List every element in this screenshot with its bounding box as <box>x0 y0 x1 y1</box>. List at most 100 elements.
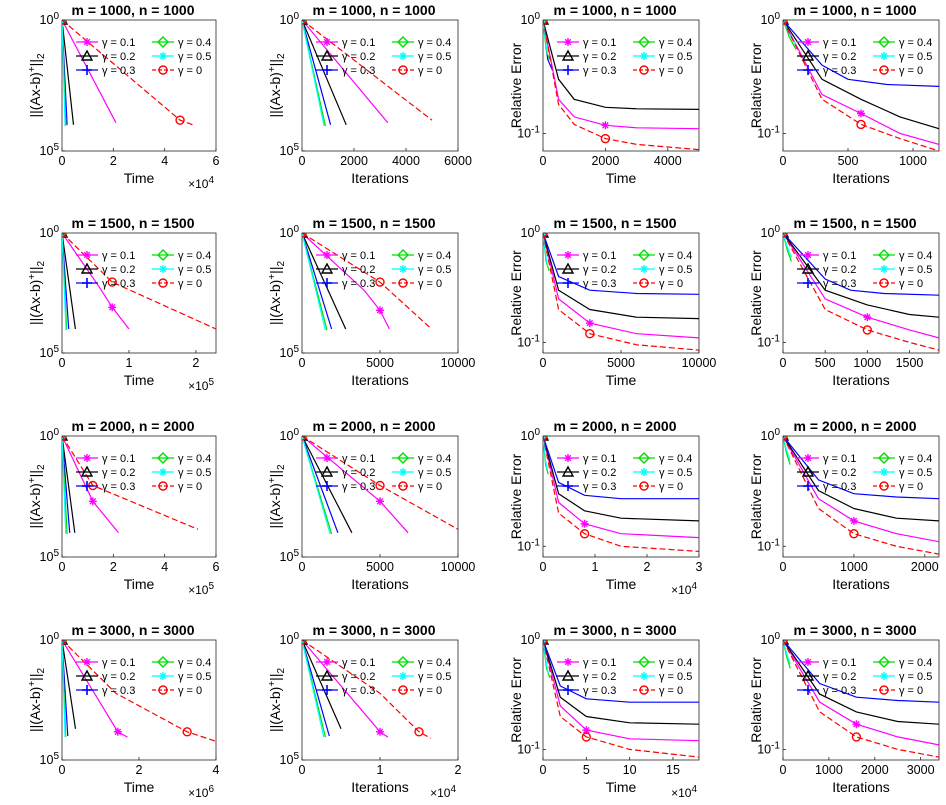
x-tick-label: 10000 <box>441 356 476 370</box>
legend-marker <box>398 278 408 288</box>
y-tick-label: 105 <box>40 548 60 564</box>
legend: γ = 0.1 γ = 0.2 γ = 0.3 γ = 0.4 γ = 0.5 γ = 0 <box>316 36 451 77</box>
x-tick-label: 6000 <box>444 154 472 168</box>
subplot-title: m = 1000, n = 1000 <box>72 2 195 18</box>
series-line-1 <box>302 233 390 330</box>
series-line-6 <box>62 233 216 330</box>
series-mid-marker-1 <box>108 303 117 312</box>
legend-marker-shape <box>320 465 334 477</box>
x-axis-label: Iterations <box>832 779 890 795</box>
subplot-title: m = 1000, n = 1000 <box>313 2 436 18</box>
plot-area <box>301 232 459 354</box>
legend-label: γ = 0.5 <box>659 264 692 276</box>
series-mid-marker-6 <box>375 480 385 491</box>
y-tick-label: 100 <box>280 11 300 27</box>
legend-marker <box>80 262 94 274</box>
legend-label: γ = 0 <box>659 65 683 77</box>
series-start-marker-5-stroke <box>783 20 787 24</box>
legend-marker-shape <box>878 36 890 48</box>
legend-label: γ = 0.1 <box>823 657 856 669</box>
legend-marker-shape <box>878 656 890 668</box>
legend-marker-stroke <box>399 265 407 273</box>
legend-marker <box>640 52 648 60</box>
y-axis-label: ||(Ax-b)+||2 <box>267 53 287 118</box>
y-axis-label: ||(Ax-b)+||2 <box>267 261 287 326</box>
legend-marker <box>158 65 168 75</box>
legend-marker <box>878 656 890 668</box>
legend-label: γ = 0.5 <box>899 671 932 683</box>
x-axis-multiplier: ×104 <box>671 581 697 597</box>
legend-marker-shape <box>397 249 409 261</box>
series-line-5 <box>62 436 67 534</box>
series-mid-marker-1-stroke <box>853 720 860 728</box>
legend: γ = 0.1 γ = 0.2 γ = 0.3 γ = 0.4 γ = 0.5 γ = 0 <box>557 656 692 697</box>
legend-marker <box>561 49 575 61</box>
legend-marker <box>82 278 92 288</box>
subplot-r1c1: 0 5000 10000 100 105 m = 1500, n = 1500 Iterat… <box>267 215 475 388</box>
series-line-6 <box>62 640 216 742</box>
legend-marker-stroke <box>159 265 167 273</box>
x-axis-label: Iterations <box>832 576 890 592</box>
y-tick-label: 10-1 <box>517 333 540 349</box>
x-tick-label: 0 <box>59 154 66 168</box>
legend-marker <box>397 249 409 261</box>
legend-marker <box>564 251 572 259</box>
legend-label: γ = 0.4 <box>659 453 692 465</box>
x-tick-label: 10 <box>623 763 637 777</box>
series-line-3 <box>783 20 939 87</box>
x-axis-multiplier: ×104 <box>188 175 214 191</box>
legend-label: γ = 0 <box>418 65 442 77</box>
y-axis-label: Relative Error <box>748 657 764 743</box>
series-line-6 <box>302 436 458 530</box>
x-tick-label: 1000 <box>899 154 927 168</box>
legend-label: γ = 0.1 <box>583 250 616 262</box>
subplot-r2c0: 0 2 4 6 100 105 m = 2000, n = 2000 Time ×105 ||(A… <box>27 418 220 597</box>
series-mid-marker-6-shape <box>851 732 862 742</box>
subplot-r3c0: 0 2 4 100 105 m = 3000, n = 3000 Time ×106 ||(Ax… <box>27 622 220 800</box>
series-line-2 <box>302 233 347 330</box>
series-line-2 <box>62 233 76 330</box>
series-mid-marker-6-shape <box>375 480 385 491</box>
legend-label: γ = 0.3 <box>583 685 616 697</box>
legend-marker <box>804 251 812 259</box>
legend-marker <box>563 481 573 491</box>
legend-marker <box>880 672 888 680</box>
series-group <box>302 233 432 331</box>
legend-marker <box>878 36 890 48</box>
legend-label: γ = 0.3 <box>342 685 375 697</box>
legend: γ = 0.1 γ = 0.2 γ = 0.3 γ = 0.4 γ = 0.5 γ = 0 <box>797 36 932 77</box>
series-line-5 <box>543 233 549 267</box>
legend-marker-stroke <box>83 454 91 462</box>
legend-label: γ = 0.5 <box>899 264 932 276</box>
legend-marker <box>803 481 813 491</box>
legend-label: γ = 0 <box>659 481 683 493</box>
x-tick-label: 2 <box>644 560 651 574</box>
x-tick-label: 4 <box>161 560 168 574</box>
legend-label: γ = 0.2 <box>583 264 616 276</box>
legend-label: γ = 0.5 <box>418 671 451 683</box>
legend-marker-stroke <box>399 468 407 476</box>
legend-label: γ = 0 <box>178 685 202 697</box>
y-axis-label: Relative Error <box>508 453 524 539</box>
x-tick-label: 5000 <box>607 356 635 370</box>
legend-marker-stroke <box>399 52 407 60</box>
legend-marker <box>879 481 889 491</box>
series-mid-marker-1 <box>376 306 384 315</box>
x-tick-label: 2 <box>110 560 117 574</box>
subplot-r2c3: 0 1000 2000 100 10-1 m = 2000, n = 2000 Iterat… <box>748 418 940 592</box>
legend-label: γ = 0.3 <box>102 481 135 493</box>
legend-label: γ = 0.3 <box>823 65 856 77</box>
legend-marker <box>880 265 888 273</box>
y-tick-label: 10-1 <box>757 740 780 756</box>
legend-label: γ = 0.1 <box>102 250 135 262</box>
legend-marker <box>320 49 334 61</box>
legend-label: γ = 0.5 <box>418 51 451 63</box>
subplot-r2c2: 0 1 2 3 100 10-1 m = 2000, n = 2000 Time ×104 Rel… <box>508 418 703 597</box>
series-mid-marker-6 <box>414 727 424 737</box>
y-tick-label: 100 <box>521 631 541 647</box>
subplot-title: m = 2000, n = 2000 <box>554 418 677 434</box>
series-mid-marker-6-shape <box>600 133 611 144</box>
legend-marker <box>159 52 167 60</box>
legend-label: γ = 0.5 <box>178 264 211 276</box>
series-mid-marker-6-shape <box>585 329 595 339</box>
